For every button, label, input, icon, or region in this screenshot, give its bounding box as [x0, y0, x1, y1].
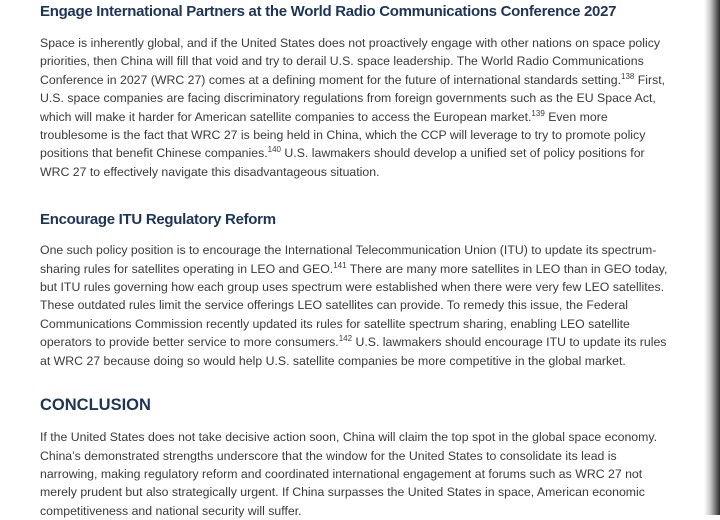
section-heading: CONCLUSION: [40, 396, 151, 415]
footnote-ref: 140: [267, 145, 281, 155]
page-edge-shadow: [704, 0, 720, 515]
text-run: There are many more satellites in LEO th…: [40, 261, 668, 350]
section-heading: Engage International Partners at the Wor…: [40, 3, 617, 20]
paragraph: One such policy position is to encourage…: [40, 241, 676, 370]
footnote-ref: 139: [531, 108, 545, 118]
text-run: U.S. lawmakers should develop a unified …: [40, 146, 645, 179]
text-run: If the United States does not take decis…: [40, 430, 658, 518]
section-heading: Encourage ITU Regulatory Reform: [40, 211, 276, 229]
document: Engage International Partners at the Wor…: [40, 3, 676, 520]
text-run: Even more troublesome is the fact that W…: [40, 109, 646, 161]
paragraph: Space is inherently global, and if the U…: [40, 34, 676, 181]
text-run: U.S. lawmakers should encourage ITU to u…: [40, 335, 667, 368]
text-run: Space is inherently global, and if the U…: [40, 36, 661, 87]
footnote-ref: 142: [338, 334, 353, 344]
text-run: First, U.S. space companies are facing d…: [40, 72, 666, 124]
footnote-ref: 138: [621, 71, 635, 81]
paragraph: If the United States does not take decis…: [40, 428, 676, 520]
text-run: One such policy position is to encourage…: [40, 243, 657, 276]
footnote-ref: 141: [333, 260, 347, 270]
